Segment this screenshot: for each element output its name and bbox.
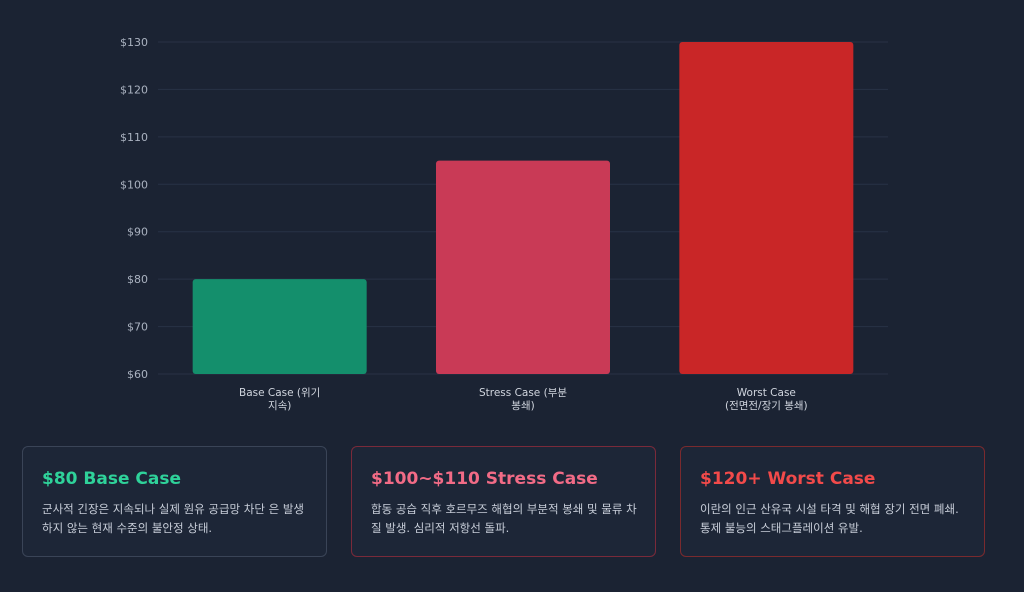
x-tick-label: Stress Case (부분 [479, 387, 567, 399]
worst-case-card: $120+ Worst Case 이란의 인근 산유국 시설 타격 및 해협 장… [680, 446, 985, 557]
y-tick-label: $120 [120, 83, 148, 96]
base-case-description: 군사적 긴장은 지속되나 실제 원유 공급망 차단 은 발생하지 않는 현재 수… [42, 502, 305, 535]
bar [436, 160, 610, 374]
y-tick-label: $70 [127, 321, 148, 334]
x-tick-label: 지속) [268, 400, 291, 412]
bar [679, 42, 854, 374]
bar [192, 279, 367, 374]
base-case-title: $80 Base Case [42, 469, 181, 489]
y-tick-label: $100 [120, 178, 148, 191]
y-tick-label: $90 [127, 226, 148, 239]
x-tick-label: 봉쇄) [511, 400, 534, 412]
stress-case-card: $100~$110 Stress Case 합동 공습 직후 호르무즈 해협의 … [351, 446, 656, 557]
y-tick-label: $130 [120, 36, 148, 49]
worst-case-title: $120+ Worst Case [700, 469, 876, 489]
x-tick-label: (전면전/장기 봉쇄) [725, 400, 808, 412]
worst-case-description: 이란의 인근 산유국 시설 타격 및 해협 장기 전면 폐쇄. 통제 불능의 스… [700, 502, 959, 535]
x-tick-label: Base Case (위기 [239, 386, 320, 399]
base-case-card: $80 Base Case 군사적 긴장은 지속되나 실제 원유 공급망 차단 … [22, 446, 327, 557]
stress-case-description: 합동 공습 직후 호르무즈 해협의 부분적 봉쇄 및 물류 차질 발생. 심리적… [371, 502, 637, 535]
stress-case-title: $100~$110 Stress Case [371, 469, 598, 489]
y-tick-label: $80 [127, 273, 148, 286]
scenario-cards: $80 Base Case 군사적 긴장은 지속되나 실제 원유 공급망 차단 … [22, 446, 986, 559]
price-scenario-bar-chart: $60 $70 $80 $90 $100 $110 $120 $130 Base Case (위… [120, 36, 888, 412]
y-tick-label: $60 [127, 368, 148, 381]
y-tick-label: $110 [120, 131, 148, 144]
x-tick-label: Worst Case [737, 387, 796, 399]
